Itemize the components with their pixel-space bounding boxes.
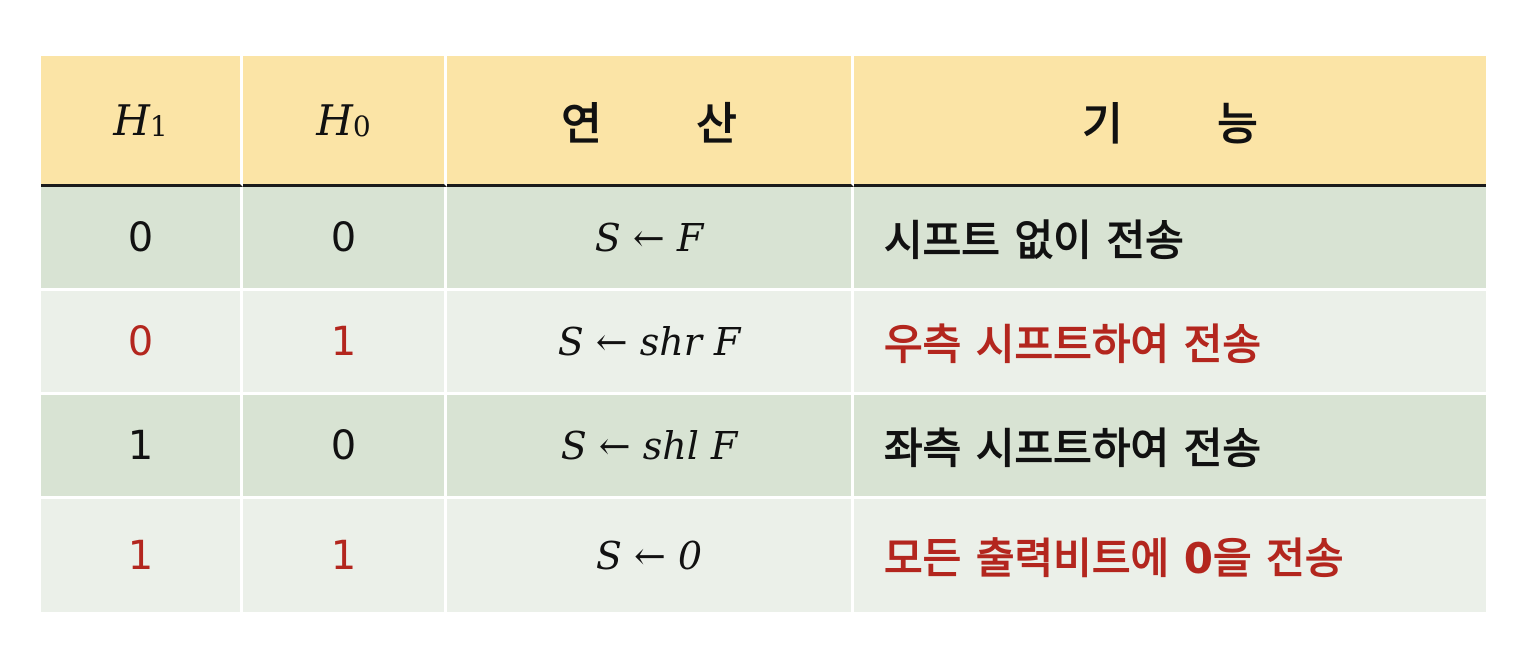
header-h0-subscript: 0 [352, 109, 371, 143]
header-function-label: 기 능 [1082, 99, 1298, 150]
row-4-operation: S ← 0 [447, 499, 854, 612]
row-4-h1: 1 [41, 499, 243, 612]
row-2-function: 우측 시프트하여 전송 [854, 291, 1486, 395]
row-2-h1: 0 [41, 291, 243, 395]
row-2-operation: S ← shr F [447, 291, 854, 395]
row-3-h1: 1 [41, 395, 243, 499]
row-4-h0: 1 [243, 499, 447, 612]
row-1-h0: 0 [243, 187, 447, 291]
header-h0-symbol: H [316, 95, 353, 145]
row-1-function: 시프트 없이 전송 [854, 187, 1486, 291]
header-operation: 연 산 [447, 56, 854, 187]
row-3-function: 좌측 시프트하여 전송 [854, 395, 1486, 499]
row-1-h1: 0 [41, 187, 243, 291]
header-operation-label: 연 산 [561, 99, 777, 150]
row-1-operation: S ← F [447, 187, 854, 291]
row-3-operation: S ← shl F [447, 395, 854, 499]
row-3-h0: 0 [243, 395, 447, 499]
row-4-function: 모든 출력비트에 0을 전송 [854, 499, 1486, 612]
header-h1-symbol: H [113, 95, 150, 145]
header-function: 기 능 [854, 56, 1486, 187]
header-h1-subscript: 1 [149, 109, 168, 143]
row-2-h0: 1 [243, 291, 447, 395]
